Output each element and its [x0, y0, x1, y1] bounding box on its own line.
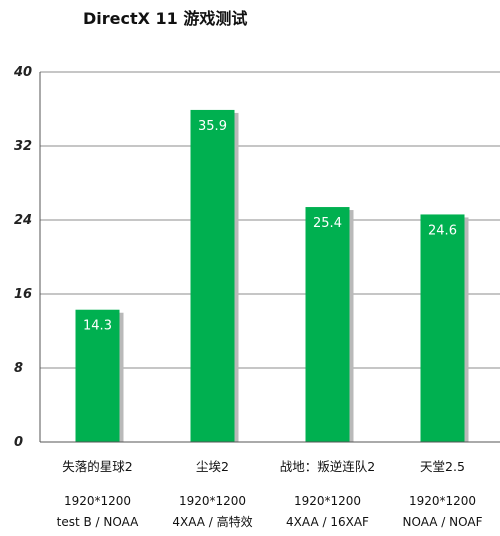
x-tick-sublabel: 1920*1200 [294, 494, 361, 508]
data-label: 35.9 [198, 119, 227, 134]
x-axis: 失落的星球2 1920*1200 test B / NOAA 尘埃2 1920*1200… [40, 441, 500, 529]
x-tick-label: 战地：叛逆连队2 [280, 459, 375, 474]
y-axis: 0 8 16 24 32 40 [13, 65, 41, 450]
y-tick-label: 24 [14, 213, 32, 228]
bars: 14.3 35.9 25.4 24.6 [75, 109, 469, 443]
data-label: 25.4 [313, 216, 342, 231]
y-tick-label: 0 [14, 435, 23, 450]
data-label: 14.3 [83, 319, 112, 334]
x-tick-sublabel: 1920*1200 [64, 494, 131, 508]
bar [75, 309, 120, 442]
x-tick-sublabel: 4XAA / 16XAF [286, 515, 369, 529]
y-tick-label: 16 [14, 287, 32, 302]
x-tick-label: 失落的星球2 [62, 459, 132, 474]
y-tick-label: 32 [14, 139, 32, 154]
y-tick-label: 40 [13, 65, 32, 80]
x-tick-label: 天堂2.5 [420, 459, 465, 474]
x-tick-label: 尘埃2 [196, 459, 229, 474]
chart-title: DirectX 11 游戏测试 [83, 9, 247, 28]
x-tick-sublabel: test B / NOAA [57, 515, 140, 529]
x-tick-sublabel: 1920*1200 [179, 494, 246, 508]
data-label: 24.6 [428, 223, 457, 238]
x-tick-sublabel: 4XAA / 高特效 [172, 514, 252, 529]
x-tick-sublabel: 1920*1200 [409, 494, 476, 508]
bar [305, 207, 350, 442]
y-tick-label: 8 [14, 361, 23, 376]
x-tick-sublabel: NOAA / NOAF [403, 515, 483, 529]
bar [190, 109, 235, 443]
bar [420, 214, 465, 442]
